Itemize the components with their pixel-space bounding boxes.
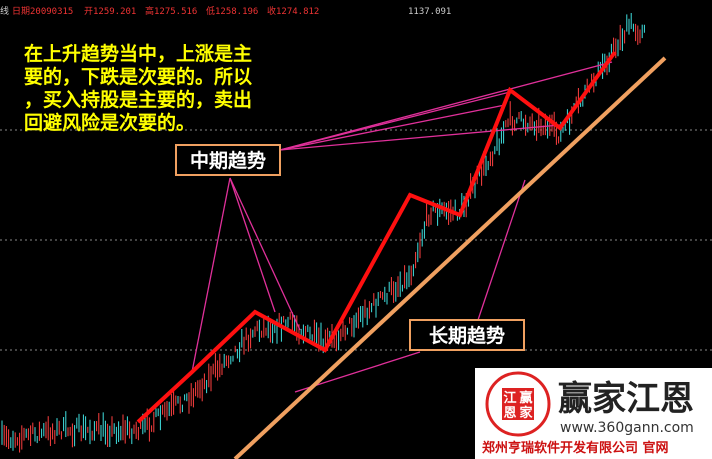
header-edge: 线	[0, 5, 9, 17]
note-line: 在上升趋势当中，上涨是主	[24, 42, 252, 65]
seal-char: 恩	[503, 406, 516, 421]
note-line: 回避风险是次要的。	[24, 111, 195, 134]
label-box	[175, 144, 281, 176]
seal-char: 赢	[519, 390, 532, 406]
seal-char: 家	[519, 405, 533, 421]
long-trend-label: 长期趋势	[429, 324, 505, 347]
header-date: 日期20090315	[12, 6, 73, 17]
header-low: 低1258.196	[206, 5, 258, 17]
note-line: ，买入持股是主要的，卖出	[24, 88, 252, 111]
mid-trend-label: 中期趋势	[190, 149, 266, 172]
label-box	[409, 319, 525, 351]
brand-url: www.360gann.com	[560, 420, 694, 436]
brand: 赢家江恩	[558, 379, 694, 419]
header-open: 开1259.201	[84, 6, 136, 17]
seal	[485, 371, 551, 437]
long-trend-line	[233, 56, 667, 459]
header-high: 高1275.516	[145, 5, 197, 17]
mid-trend-line	[136, 50, 617, 424]
header-close: 收1274.812	[267, 5, 319, 17]
company: 郑州亨瑞软件开发有限公司 官网	[482, 440, 669, 456]
header-top-price: 1137.091	[408, 7, 451, 17]
note-line: 要的，下跌是次要的。所以	[24, 65, 252, 88]
seal-char: 江	[503, 390, 516, 406]
pointer-lines	[191, 61, 613, 393]
seal-square	[502, 388, 534, 420]
